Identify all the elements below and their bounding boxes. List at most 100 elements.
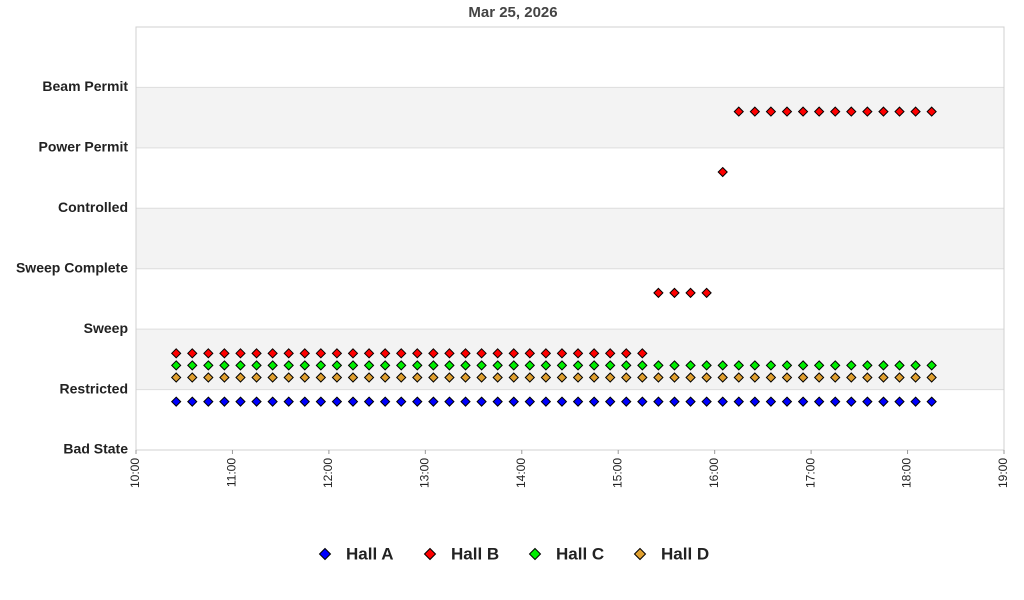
x-tick-label: 17:00 — [803, 458, 817, 488]
point — [315, 348, 327, 359]
point — [235, 372, 246, 383]
point — [862, 396, 873, 407]
point — [187, 396, 198, 407]
y-tick-label: Sweep — [84, 320, 128, 336]
x-tick-label: 12:00 — [321, 458, 335, 488]
point — [492, 372, 503, 383]
point — [524, 396, 536, 407]
point — [926, 372, 937, 383]
point — [203, 360, 214, 371]
x-tick-label: 14:00 — [514, 458, 528, 488]
point — [733, 396, 744, 407]
point — [460, 372, 471, 383]
point — [203, 372, 214, 383]
point — [894, 106, 905, 117]
point — [604, 396, 616, 407]
y-tick-label: Controlled — [58, 199, 128, 215]
point — [396, 396, 407, 407]
point — [685, 287, 696, 299]
point — [813, 372, 825, 383]
point — [588, 372, 600, 383]
legend-label: Hall A — [346, 544, 394, 563]
point — [299, 372, 310, 383]
point — [910, 106, 921, 117]
point — [524, 360, 536, 371]
point — [347, 372, 359, 383]
point — [251, 372, 262, 383]
point — [781, 360, 793, 371]
point — [396, 348, 407, 359]
point — [894, 372, 905, 383]
point — [428, 348, 439, 359]
point — [894, 396, 905, 407]
point — [797, 106, 809, 117]
point — [251, 396, 262, 407]
point — [219, 396, 230, 407]
point — [733, 360, 744, 371]
point — [701, 360, 712, 371]
legend-marker — [633, 547, 647, 561]
point — [717, 360, 728, 371]
point — [428, 396, 439, 407]
point — [267, 396, 278, 407]
point — [556, 396, 568, 407]
point — [267, 348, 278, 359]
point — [621, 372, 632, 383]
point — [733, 106, 744, 117]
point — [331, 372, 343, 383]
point — [588, 396, 600, 407]
point — [428, 372, 439, 383]
point — [701, 396, 712, 407]
point — [621, 348, 632, 359]
band — [136, 208, 1004, 269]
point — [733, 372, 744, 383]
point — [701, 372, 712, 383]
point — [540, 372, 552, 383]
point — [749, 396, 761, 407]
point — [460, 348, 471, 359]
point — [717, 396, 728, 407]
point — [604, 360, 616, 371]
point — [588, 348, 600, 359]
point — [540, 348, 552, 359]
point — [572, 348, 584, 359]
point — [797, 396, 809, 407]
point — [524, 348, 536, 359]
point — [556, 360, 568, 371]
point — [347, 396, 359, 407]
legend-marker — [423, 547, 437, 561]
point — [669, 287, 680, 299]
point — [910, 396, 921, 407]
point — [476, 348, 487, 359]
point — [315, 372, 327, 383]
point — [878, 106, 889, 117]
point — [347, 348, 359, 359]
point — [797, 372, 809, 383]
point — [572, 360, 584, 371]
point — [717, 372, 728, 383]
point — [813, 360, 825, 371]
point — [701, 287, 712, 299]
point — [363, 372, 375, 383]
point — [765, 396, 777, 407]
point — [187, 348, 198, 359]
point — [299, 360, 310, 371]
point — [830, 360, 841, 371]
point — [813, 106, 825, 117]
x-tick-label: 18:00 — [900, 458, 914, 488]
point — [444, 396, 455, 407]
point — [926, 360, 937, 371]
point — [781, 106, 793, 117]
point — [460, 360, 471, 371]
point — [653, 360, 664, 371]
legend-marker — [318, 547, 332, 561]
point — [444, 372, 455, 383]
point — [588, 360, 600, 371]
point — [910, 360, 921, 371]
point — [508, 348, 519, 359]
point — [331, 348, 343, 359]
point — [235, 348, 246, 359]
point — [830, 372, 841, 383]
point — [540, 396, 552, 407]
